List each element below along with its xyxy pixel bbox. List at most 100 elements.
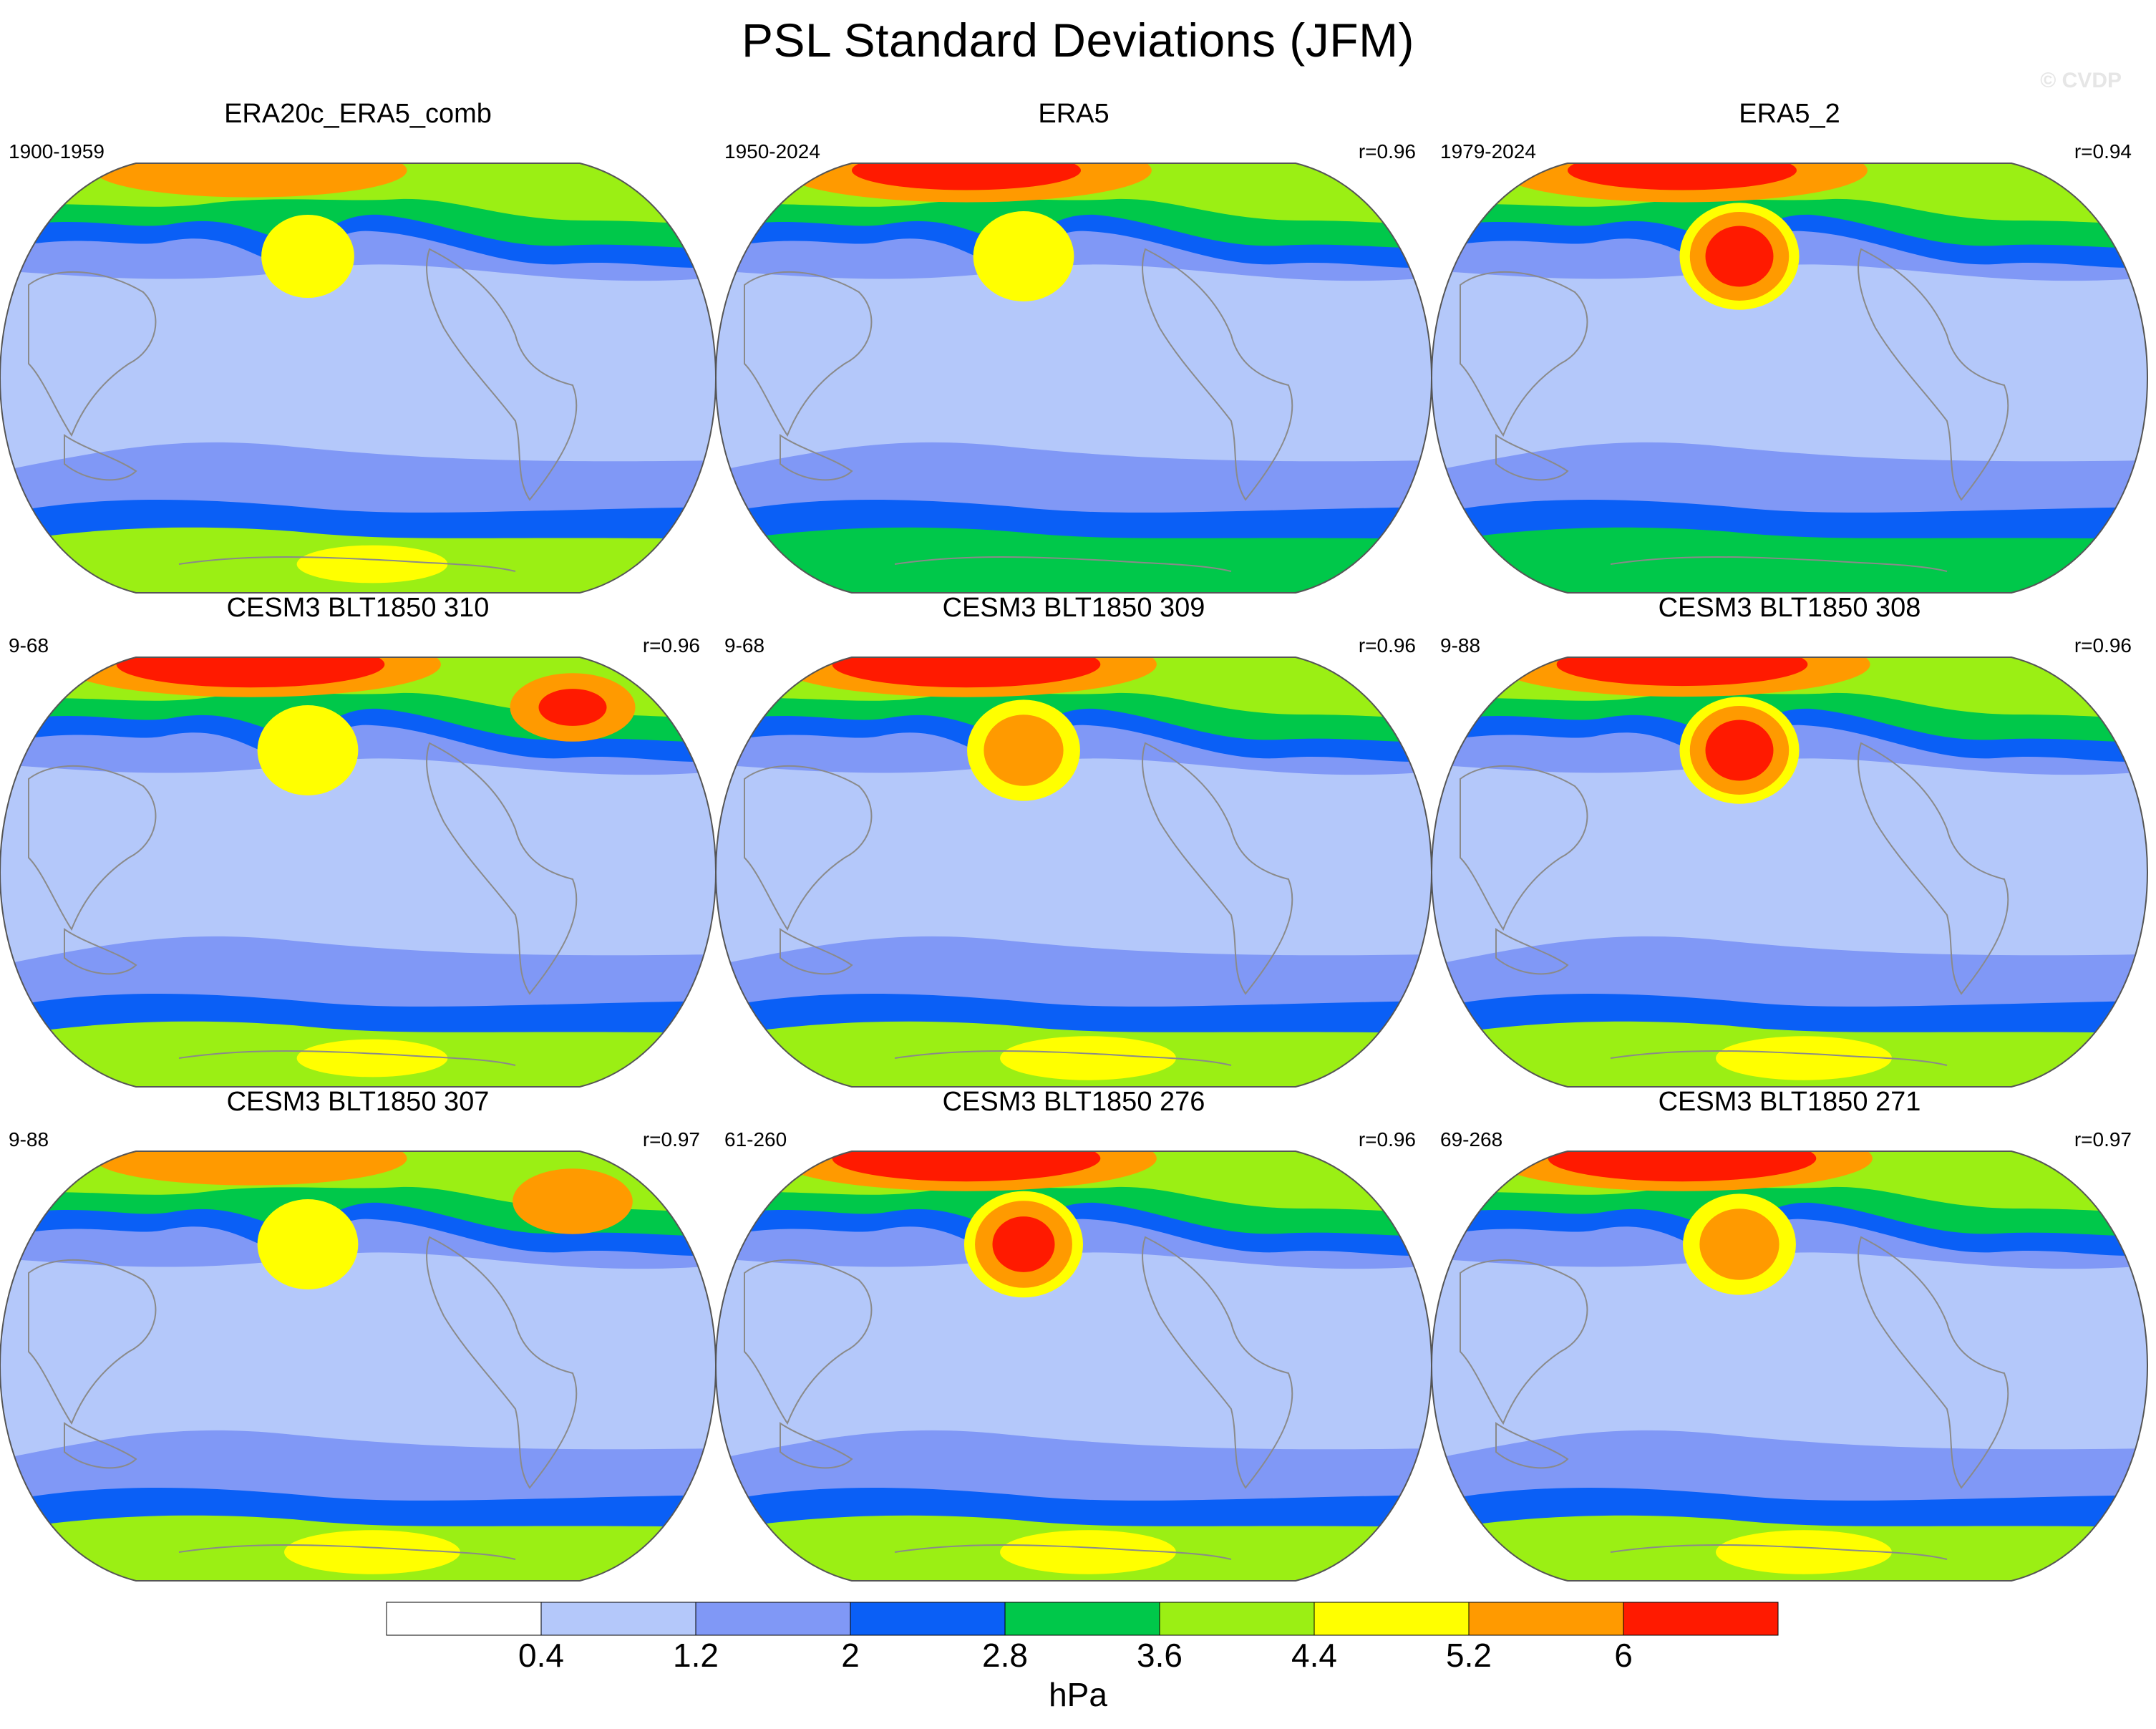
panel-title: CESM3 BLT1850 310 [226,593,490,623]
panel-year-range: 1950-2024 [724,140,820,163]
panel-year-range: 9-88 [9,1128,49,1151]
panel-year-range: 69-268 [1440,1128,1503,1151]
americas-coastline [1142,742,1293,995]
cvdp-credit: © CVDP [2040,69,2122,92]
antarctica-coastline [894,1050,1232,1066]
colorbar-tick-label: 2.8 [982,1637,1028,1674]
australia-coastline [1495,434,1569,481]
antarctica-coastline [178,556,516,572]
sh-green-band [1432,527,2147,593]
panel-title: CESM3 BLT1850 276 [942,1087,1205,1117]
australia-coastline [64,434,137,481]
australia-coastline [780,928,853,975]
panel-pattern-correlation: r=0.94 [2074,140,2132,163]
panel-year-range: 9-88 [1440,634,1481,657]
north-atlantic-contour [513,1168,633,1234]
sh-green-band [716,527,1432,593]
arctic-contour [94,1151,407,1186]
antarctic-contour [296,545,448,583]
panel-year-range: 9-68 [9,634,49,657]
colorbar-swatch [695,1602,851,1636]
map-panel: CESM3 BLT1850 310 9-68 r=0.96 [0,593,717,1088]
americas-coastline [426,742,578,995]
panel-pattern-correlation: r=0.97 [642,1128,700,1151]
robinson-map [714,657,1433,1088]
australia-coastline [1495,928,1569,975]
australia-coastline [1495,1422,1569,1469]
colorbar-swatch [1004,1602,1160,1636]
antarctic-contour [1000,1530,1176,1574]
colorbar-tick-label: 5.2 [1446,1637,1492,1674]
panel-pattern-correlation: r=0.97 [2074,1128,2132,1151]
asia-coastline [1460,1259,1588,1425]
map-panel: CESM3 BLT1850 276 61-260 r=0.96 [714,1087,1433,1582]
field-layer [716,657,1432,1087]
map-outline [0,657,717,1088]
map-panel: ERA5_2 1979-2024 r=0.94 [1430,99,2149,594]
map-panel: CESM3 BLT1850 271 69-268 r=0.97 [1430,1087,2149,1582]
north-pacific-contour [973,211,1074,301]
field-layer [716,163,1432,593]
colorbar-swatch [540,1602,696,1636]
robinson-map [0,163,717,594]
arctic-contour [94,163,407,198]
field-layer [0,163,716,593]
antarctic-contour [284,1530,460,1574]
map-outline [714,1151,1433,1582]
colorbar-tick-label: 1.2 [673,1637,719,1674]
field-layer [1432,657,2147,1087]
asia-coastline [744,271,873,437]
colorbar-units: hPa [1049,1676,1107,1713]
north-pacific-contour [257,705,359,795]
asia-coastline [744,765,873,931]
north-pacific-contour [1705,720,1774,781]
map-panel: CESM3 BLT1850 309 9-68 r=0.96 [714,593,1433,1088]
north-atlantic-contour [538,689,607,726]
arctic-contour [832,657,1101,688]
asia-coastline [1460,271,1588,437]
asia-coastline [744,1259,873,1425]
panel-pattern-correlation: r=0.96 [642,634,700,657]
panel-year-range: 61-260 [724,1128,787,1151]
arctic-contour [852,163,1081,190]
panel-title: ERA5 [1038,99,1109,129]
americas-coastline [1858,742,2009,995]
australia-coastline [64,928,137,975]
robinson-map [1430,163,2149,594]
panel-title: CESM3 BLT1850 271 [1658,1087,1921,1117]
colorbar-swatch [1623,1602,1779,1636]
map-panel: ERA5 1950-2024 r=0.96 [714,99,1433,594]
map-outline [1430,163,2149,594]
colorbar-tick-label: 0.4 [518,1637,564,1674]
colorbar-tick-label: 4.4 [1291,1637,1337,1674]
australia-coastline [64,1422,137,1469]
colorbar-swatch [1159,1602,1315,1636]
arctic-contour [116,657,385,688]
robinson-map [0,657,717,1088]
figure-title: PSL Standard Deviations (JFM) [741,14,1415,67]
americas-coastline [1858,248,2009,501]
asia-coastline [28,765,157,931]
americas-coastline [426,248,578,501]
robinson-map [714,1151,1433,1582]
asia-coastline [28,1259,157,1425]
map-panel: CESM3 BLT1850 308 9-88 r=0.96 [1430,593,2149,1088]
colorbar-swatch [386,1602,542,1636]
robinson-map [714,163,1433,594]
map-panel: ERA20c_ERA5_comb 1900-1959 [0,99,717,594]
americas-coastline [426,1236,578,1489]
antarctica-coastline [1610,1544,1948,1560]
map-outline [1430,1151,2149,1582]
arctic-contour [832,1151,1101,1182]
colorbar-swatch [850,1602,1006,1636]
panel-title: CESM3 BLT1850 309 [942,593,1205,623]
antarctica-coastline [178,1050,516,1066]
arctic-contour [1548,1151,1817,1182]
map-outline [1430,657,2149,1088]
panel-title: ERA20c_ERA5_comb [224,99,492,129]
north-pacific-contour [1705,226,1774,287]
field-layer [0,657,716,1087]
field-layer [1432,163,2147,593]
antarctica-coastline [1610,1050,1948,1066]
panel-title: ERA5_2 [1739,99,1840,129]
